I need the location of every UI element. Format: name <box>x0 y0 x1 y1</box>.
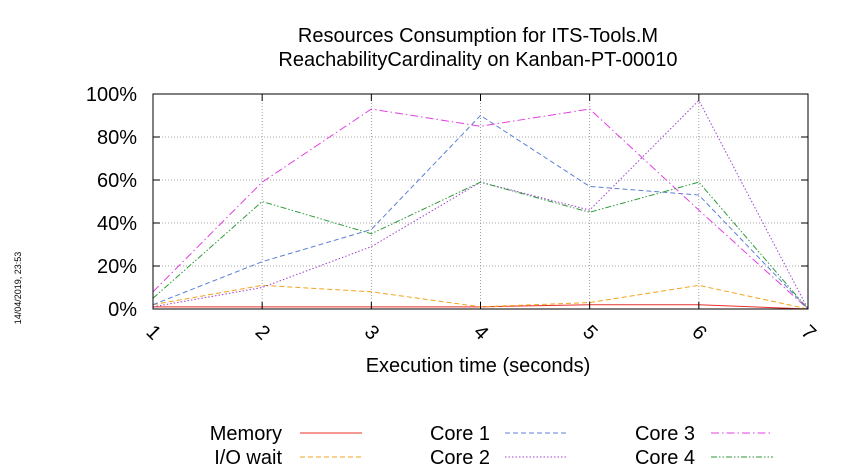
x-tick-label: 6 <box>687 321 710 344</box>
x-axis-label: Execution time (seconds) <box>366 355 591 377</box>
chart-title: Resources Consumption for ITS-Tools.M Re… <box>278 25 677 71</box>
y-tick-label: 0% <box>108 299 137 321</box>
timestamp-label: 14/04/2019, 23:53 <box>13 252 23 325</box>
y-tick-label: 60% <box>97 170 137 192</box>
y-tick-label: 80% <box>97 127 137 149</box>
y-axis: 0% 20% 40% 60% 80% 100% <box>86 84 808 321</box>
y-tick-label: 40% <box>97 213 137 235</box>
plot-frame <box>152 93 809 310</box>
y-tick-label: 20% <box>97 256 137 278</box>
x-tick-label: 1 <box>142 321 165 344</box>
legend-label: Core 1 <box>430 423 490 445</box>
x-tick-label: 4 <box>469 321 492 344</box>
series-line-core-4 <box>152 181 809 310</box>
y-tick-label: 100% <box>86 84 137 106</box>
legend-label: Memory <box>210 423 282 445</box>
x-tick-label: 5 <box>578 321 601 344</box>
x-tick-label: 3 <box>360 321 383 344</box>
chart-title-line-2: ReachabilityCardinality on Kanban-PT-000… <box>278 49 677 71</box>
legend-label: Core 3 <box>635 423 695 445</box>
x-tick-label: 2 <box>251 321 274 344</box>
legend-label: I/O wait <box>214 447 282 469</box>
x-tick-label: 7 <box>797 321 820 344</box>
legend-label: Core 4 <box>635 447 695 469</box>
series-line-core-3 <box>152 108 809 310</box>
series-line-core-1 <box>152 114 809 310</box>
legend-label: Core 2 <box>430 447 490 469</box>
chart-title-line-1: Resources Consumption for ITS-Tools.M <box>298 25 658 47</box>
grid-lines <box>153 94 808 309</box>
